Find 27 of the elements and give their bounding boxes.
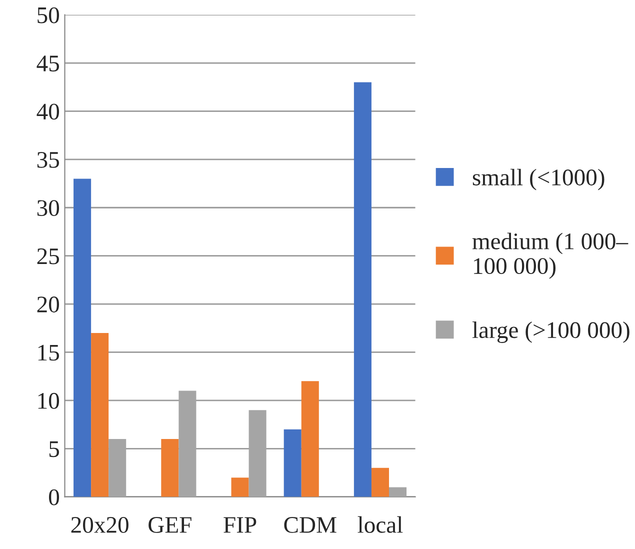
y-tick-label: 5 [49,441,59,458]
bar [161,439,179,497]
legend-label: large (>100 000) [472,321,630,343]
bar [231,478,249,497]
y-tick-label: 30 [37,200,60,216]
y-tick-label: 45 [36,56,59,72]
x-tick-label: CDM [284,517,336,533]
x-tick-label: 20x20 [71,516,128,533]
bar [371,468,389,497]
x-tick-label: local [358,516,403,533]
y-tick-label: 0 [49,489,60,506]
y-tick-label: 15 [38,344,59,361]
y-tick-label: 10 [38,392,60,409]
x-tick-label: FIP [224,517,256,533]
x-tick-label: GEF [148,517,192,533]
bar [74,178,92,497]
y-tick-label: 25 [37,248,59,264]
bar [284,429,302,497]
legend-label: small (<1000) [472,168,604,190]
y-tick-label: 35 [37,152,59,168]
legend-label: medium (1 000– 100 000) [472,232,628,279]
bar [354,82,372,497]
bar [91,332,109,497]
bar [301,381,319,497]
y-tick-label: 40 [36,104,60,120]
y-tick-label: 50 [38,7,60,24]
y-tick-label: 20 [37,296,60,312]
